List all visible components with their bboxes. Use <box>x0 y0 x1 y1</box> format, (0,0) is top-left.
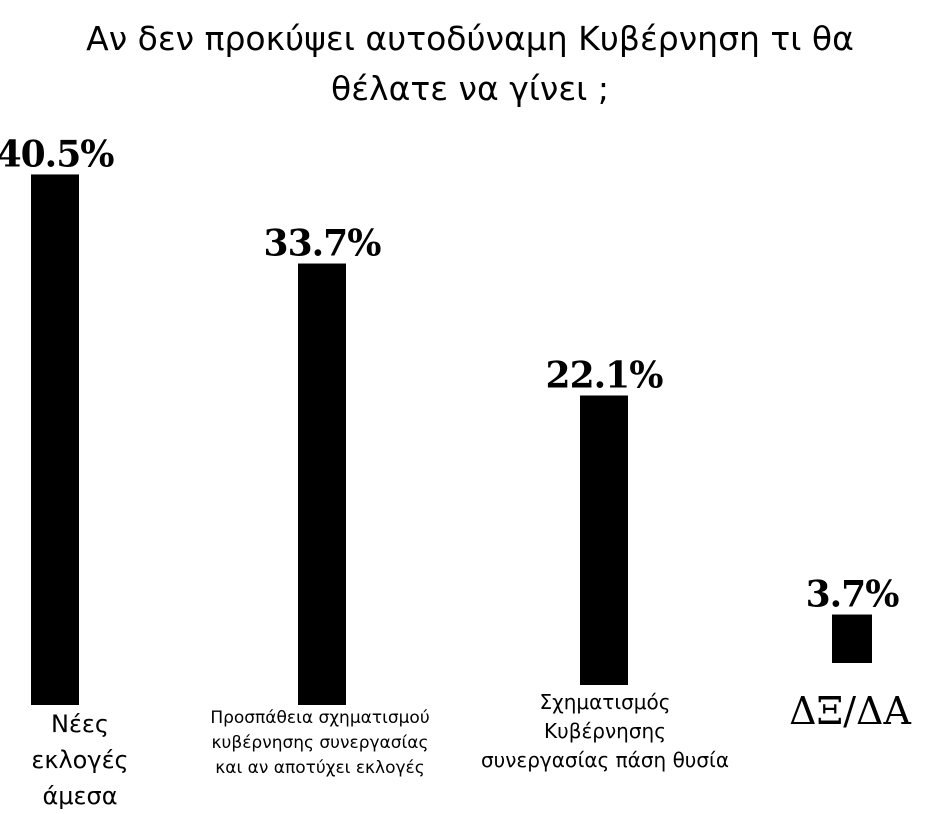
bar-chart: 40.5% 33.7% 22.1% 3.7% <box>0 133 900 705</box>
chart-title: Αν δεν προκύψει αυτοδύναμη Κυβέρνηση τι … <box>0 14 940 114</box>
value-label-3: 22.1% <box>546 354 664 396</box>
category-label-line: συνεργασίας πάση θυσία <box>480 748 730 772</box>
category-label-dont-know: ΔΞ/ΔΑ <box>775 688 925 734</box>
category-label-coalition-at-all-costs: Σχηματισμός Κυβέρνησης συνεργασίας πάση … <box>465 688 745 775</box>
bar-1 <box>31 174 79 705</box>
value-label-1: 40.5% <box>0 133 114 175</box>
category-label-line: Κυβέρνησης <box>544 719 666 743</box>
category-label-line: Σχηματισμός <box>539 690 671 714</box>
category-label-line: και αν αποτύχει εκλογές <box>215 758 425 778</box>
chart-title-line-2: θέλατε να γίνει ; <box>331 69 609 108</box>
category-label-line: άμεσα <box>42 782 118 810</box>
category-label-line: Προσπάθεια σχηματισμού <box>210 708 430 728</box>
bar-2 <box>298 263 346 705</box>
bar-3 <box>580 395 628 685</box>
category-label-line: Νέες εκλογές <box>31 710 129 774</box>
category-label-line: ΔΞ/ΔΑ <box>789 689 911 733</box>
category-label-new-elections: Νέες εκλογές άμεσα <box>0 706 160 814</box>
category-label-coalition-attempt: Προσπάθεια σχηματισμού κυβέρνησης συνεργ… <box>185 706 455 781</box>
category-label-line: κυβέρνησης συνεργασίας <box>211 733 429 753</box>
value-label-4: 3.7% <box>806 574 900 616</box>
value-label-2: 33.7% <box>264 223 382 265</box>
bar-4 <box>832 614 872 663</box>
chart-title-line-1: Αν δεν προκύψει αυτοδύναμη Κυβέρνηση τι … <box>86 19 854 58</box>
